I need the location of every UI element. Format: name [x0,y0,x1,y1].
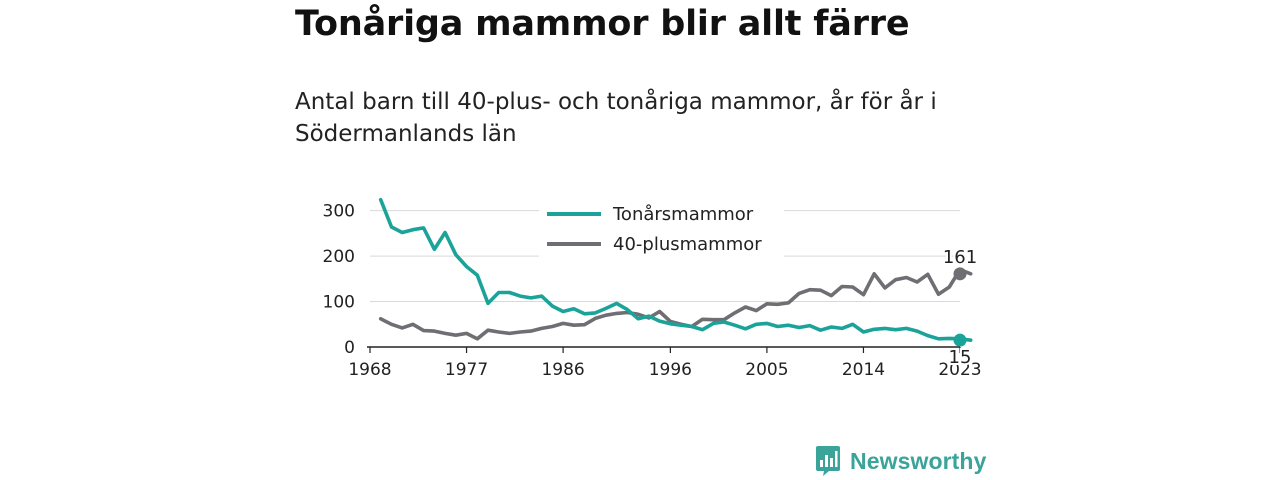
chart-card: Tonåriga mammor blir allt färre Antal ba… [295,0,995,480]
brand-name: Newsworthy [850,447,987,474]
x-tick-label-1977: 1977 [445,360,488,380]
line-chart: 0 100 200 300 1968 1977 1986 1996 2005 2014 202315… [323,197,982,380]
x-tick-label-2023: 2023 [938,360,981,380]
chart-subtitle: Antal barn till 40-plus- och tonåriga ma… [295,89,937,147]
series-line-0 [378,197,973,343]
x-tick-label-1968: 1968 [348,360,391,380]
legend-label-1: 40-plusmammor [613,234,762,255]
x-tick-label-2005: 2005 [745,360,788,380]
bar-chart-logo-icon [816,446,840,476]
end-label-0: 15 [949,347,972,368]
x-tick-label-1996: 1996 [649,360,692,380]
end-point-0 [953,333,967,347]
x-tick-label-2014: 2014 [842,360,885,380]
legend-label-0: Tonårsmammor [612,204,754,225]
y-tick-label-300: 300 [323,202,355,222]
y-tick-label-200: 200 [323,247,355,267]
chart-title: Tonåriga mammor blir allt färre [295,4,910,44]
end-label-1: 161 [943,247,977,268]
y-tick-label-0: 0 [344,338,355,358]
y-tick-label-100: 100 [323,293,355,313]
x-tick-label-1986: 1986 [541,360,584,380]
end-point-1 [953,267,967,281]
newsworthy-logo[interactable]: Newsworthy [815,444,986,478]
